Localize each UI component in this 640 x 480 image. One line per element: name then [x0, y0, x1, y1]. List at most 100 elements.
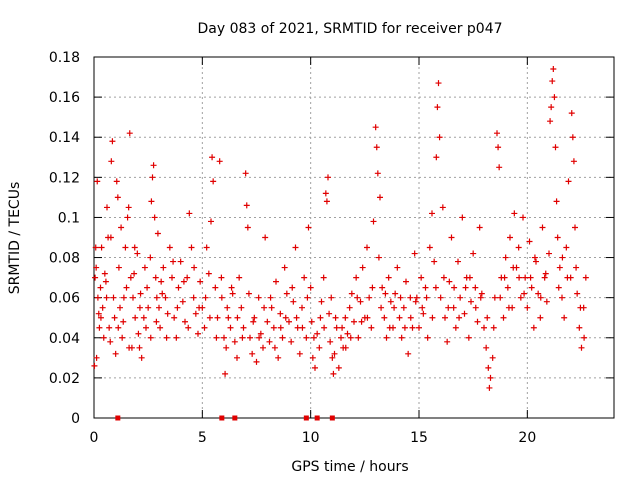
data-point [553, 198, 560, 205]
y-tick-label: 0.14 [49, 130, 80, 146]
data-point [145, 304, 152, 311]
data-point [299, 324, 306, 331]
data-point [140, 314, 147, 321]
data-point [369, 284, 376, 291]
data-point [138, 354, 145, 361]
data-point [547, 118, 554, 125]
data-point [496, 164, 503, 171]
data-point [159, 290, 166, 297]
data-point [126, 344, 133, 351]
data-point [429, 210, 435, 217]
data-point [535, 290, 542, 297]
data-point [271, 344, 278, 351]
data-point [92, 274, 99, 281]
data-point [543, 298, 550, 305]
zero-marker [303, 415, 309, 421]
data-point [188, 244, 195, 251]
data-point [131, 244, 138, 251]
data-point [477, 294, 484, 301]
data-point [348, 290, 355, 297]
data-point [357, 298, 364, 305]
y-tick-label: 0.18 [49, 50, 80, 66]
data-point [549, 78, 556, 85]
data-point [520, 214, 526, 221]
data-point [564, 274, 571, 281]
data-point [419, 304, 426, 311]
data-point [323, 198, 330, 205]
data-point [559, 254, 566, 261]
data-point [424, 334, 431, 341]
data-point [370, 218, 377, 225]
data-point [327, 338, 334, 345]
data-point [136, 304, 143, 311]
data-point [433, 154, 440, 161]
data-point [94, 178, 101, 185]
y-axis-label: SRMTID / TECUs [7, 182, 23, 295]
data-point [115, 264, 122, 271]
data-point [459, 214, 466, 221]
data-point [95, 310, 102, 317]
data-point [330, 370, 337, 377]
axis-ticks: 0 0.02 0.04 0.06 0.08 0.1 0.12 0.14 0.16 0.18 0 5 10… [49, 50, 614, 446]
data-point [321, 324, 328, 331]
data-point [257, 330, 264, 337]
data-point [387, 298, 394, 305]
data-point [552, 144, 559, 151]
data-point [163, 334, 170, 341]
data-point [273, 278, 279, 285]
data-point [484, 314, 491, 321]
data-point [450, 304, 457, 311]
data-point [262, 234, 269, 241]
data-point [517, 294, 524, 301]
data-point [423, 294, 430, 301]
data-point [320, 274, 327, 281]
data-point [292, 244, 299, 251]
data-point [154, 230, 161, 237]
data-point [426, 244, 433, 251]
data-point [152, 274, 159, 281]
y-tick-label: 0.06 [49, 291, 80, 307]
data-point [93, 264, 100, 271]
data-point [542, 270, 549, 277]
data-point [392, 290, 399, 297]
data-point [394, 264, 401, 271]
y-tick-label: 0.08 [49, 251, 80, 267]
data-point [109, 138, 116, 145]
data-point [134, 250, 141, 257]
data-point [537, 314, 544, 321]
data-point [106, 324, 113, 331]
data-point [197, 278, 204, 285]
data-point [554, 234, 561, 241]
data-point [347, 334, 354, 341]
data-point [288, 338, 295, 345]
data-point [391, 304, 398, 311]
data-point [202, 294, 209, 301]
y-tick-label: 0.02 [49, 371, 80, 387]
data-point [522, 274, 529, 281]
data-point [582, 274, 589, 281]
data-point [308, 318, 315, 325]
data-point [260, 344, 266, 351]
data-point [135, 330, 142, 337]
zero-marker [219, 415, 225, 421]
data-point [418, 274, 425, 281]
data-point [396, 314, 403, 321]
data-point [373, 144, 380, 151]
y-tick-label: 0.16 [49, 90, 80, 106]
data-point [132, 314, 139, 321]
y-tick-label: 0.04 [49, 331, 80, 347]
data-point [561, 314, 568, 321]
data-point [255, 294, 262, 301]
data-point [322, 190, 329, 197]
data-point [244, 224, 251, 231]
y-tick-label: 0.1 [58, 210, 80, 226]
data-point [157, 324, 164, 331]
data-point [331, 350, 338, 357]
data-point [442, 314, 448, 321]
data-point [565, 178, 572, 185]
data-point [539, 224, 546, 231]
data-point [277, 324, 284, 331]
data-point [96, 324, 103, 331]
data-point [249, 350, 256, 357]
data-point [452, 324, 459, 331]
